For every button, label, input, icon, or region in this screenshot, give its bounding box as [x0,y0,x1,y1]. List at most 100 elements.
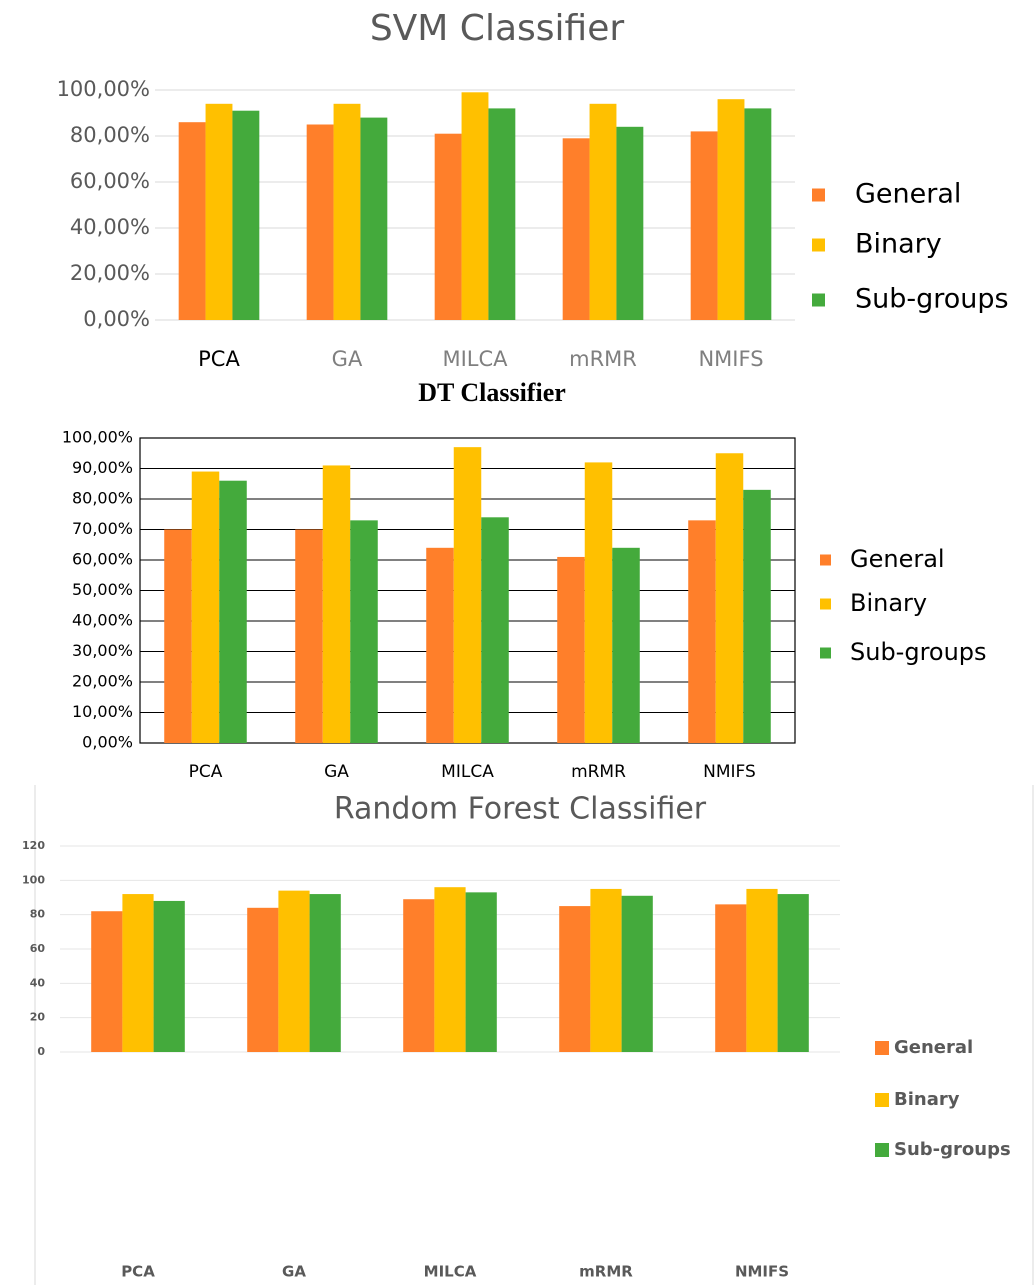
bar [584,462,613,743]
bar [690,131,718,320]
bar [306,124,334,320]
bar [191,471,220,743]
x-tick-label: NMIFS [698,347,763,371]
legend-label: Sub-groups [850,638,987,666]
bar [612,547,640,743]
bar [717,99,745,320]
x-tick-label: NMIFS [735,1263,789,1281]
y-tick-label: 40 [30,976,46,989]
legend-marker [875,1093,889,1107]
legend-marker [875,1041,889,1055]
bar [562,138,590,320]
bar [688,520,716,743]
x-tick-label: mRMR [569,347,637,371]
bar [434,887,466,1052]
y-tick-label: 40,00% [70,215,150,239]
y-tick-label: 60,00% [70,169,150,193]
legend-marker [820,647,831,659]
bar [91,911,123,1052]
y-tick-label: 100 [22,873,45,886]
legend-label: General [855,179,961,210]
bar [426,547,454,743]
y-tick-label: 100,00% [57,77,150,101]
y-tick-label: 20,00% [70,261,150,285]
y-tick-label: 50,00% [72,580,133,599]
bar [453,447,482,743]
bar [178,122,206,320]
y-tick-label: 60,00% [72,550,133,569]
y-tick-label: 80 [30,908,46,921]
bar [278,890,310,1052]
bar [743,489,771,743]
x-tick-label: mRMR [579,1263,633,1281]
bar [247,907,279,1052]
legend-marker [812,188,825,202]
legend-label: Binary [855,229,942,260]
bar [715,904,747,1052]
legend-label: Binary [850,589,927,617]
y-tick-label: 0,00% [83,307,150,331]
x-tick-label: GA [282,1263,306,1281]
bar [153,900,185,1052]
bar [559,906,591,1052]
bar [744,108,772,321]
bar [309,894,341,1052]
x-tick-label: MILCA [442,347,508,371]
bar [403,899,435,1052]
y-tick-label: 80,00% [70,123,150,147]
y-tick-label: 10,00% [72,702,133,721]
bar [232,110,260,320]
bar [205,103,233,320]
y-tick-label: 70,00% [72,519,133,538]
bar [715,453,744,743]
bar [777,894,809,1052]
x-tick-label: PCA [198,347,240,371]
x-tick-label: PCA [189,762,223,782]
y-tick-label: 40,00% [72,611,133,630]
x-tick-label: NMIFS [703,762,756,782]
chart-title: SVM Classifier [370,8,625,49]
legend-label: General [894,1037,973,1058]
bar [219,480,247,743]
y-tick-label: 90,00% [72,458,133,477]
bar [616,126,644,320]
bar [360,117,388,320]
legend-label: Sub-groups [855,284,1009,315]
bar [621,895,653,1052]
bar [746,888,778,1052]
bar [465,892,497,1052]
bar [434,133,462,320]
x-tick-label: GA [332,347,363,371]
legend-label: Sub-groups [894,1139,1011,1160]
y-tick-label: 80,00% [72,489,133,508]
x-tick-label: MILCA [441,762,494,782]
legend-label: Binary [894,1089,960,1110]
bar [164,529,192,743]
legend-marker [812,293,825,307]
y-tick-label: 120 [22,839,45,852]
bar [122,894,154,1052]
legend-marker [875,1143,889,1157]
x-tick-label: mRMR [571,762,626,782]
bar [295,529,323,743]
chart-title: DT Classifier [418,378,566,407]
y-tick-label: 20,00% [72,672,133,691]
bar [350,520,378,743]
bar [589,103,617,320]
bar [333,103,361,320]
y-tick-label: 60 [30,942,46,955]
y-tick-label: 0 [37,1045,45,1058]
y-tick-label: 30,00% [72,641,133,660]
bar [590,888,622,1052]
x-tick-label: GA [324,762,349,782]
legend-marker [812,238,825,252]
x-tick-label: MILCA [424,1263,477,1281]
legend-label: General [850,545,945,573]
bar [481,517,509,743]
x-tick-label: PCA [121,1263,155,1281]
bar [488,108,516,321]
y-tick-label: 100,00% [62,428,133,447]
bar [461,92,489,320]
bar [322,465,351,743]
